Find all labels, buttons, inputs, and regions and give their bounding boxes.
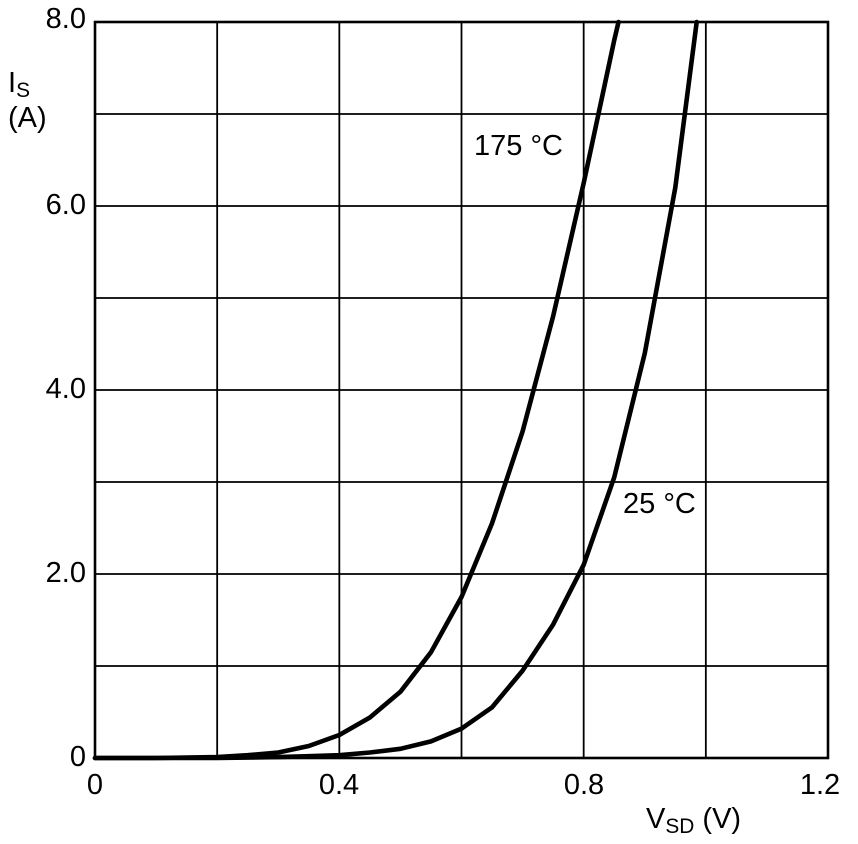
x-axis-symbol: V: [646, 803, 666, 835]
curve-label-25c: 25 °C: [623, 488, 696, 520]
y-axis-title: IS (A): [8, 67, 47, 135]
y-tick-label-8: 8.0: [45, 3, 86, 36]
x-axis-subscript: SD: [665, 815, 695, 839]
y-tick-label-0: 0: [69, 741, 86, 774]
x-tick-label-0: 0: [86, 769, 104, 801]
curve-series-1: [92, 19, 699, 761]
y-tick-label-2: 2.0: [45, 557, 86, 590]
x-tick-label-1p2: 1.2: [799, 769, 841, 801]
y-tick-label-6: 6.0: [45, 189, 86, 222]
y-tick-label-4: 4.0: [45, 373, 86, 406]
plot-border: [93, 20, 830, 760]
curve-label-175c: 175 °C: [474, 130, 563, 162]
y-axis-subscript: S: [16, 79, 30, 103]
x-axis-unit: (V): [702, 803, 742, 835]
x-tick-label-0p8: 0.8: [563, 769, 605, 801]
y-axis-symbol: I: [8, 67, 17, 99]
x-tick-label-0p4: 0.4: [318, 769, 360, 801]
y-axis-unit: (A): [8, 102, 47, 135]
x-axis-title: VSD (V): [646, 803, 742, 839]
